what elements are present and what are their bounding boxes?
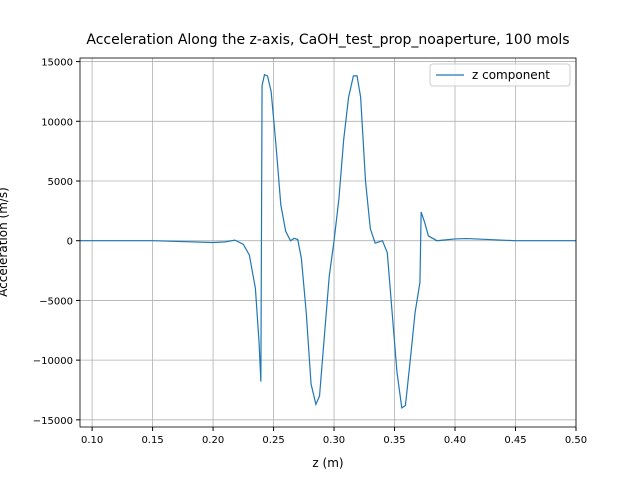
x-tick-label: 0.25 <box>262 435 284 446</box>
x-axis-label: z (m) <box>312 456 343 470</box>
y-axis-label: Acceleration (m/s) <box>0 187 10 297</box>
y-tick-label: 5000 <box>48 177 73 188</box>
y-tick-label: −15000 <box>33 416 73 427</box>
y-tick-label: 15000 <box>41 58 73 69</box>
y-tick-label: 10000 <box>41 117 73 128</box>
legend-box <box>429 63 571 87</box>
plot-frame <box>79 57 577 428</box>
y-tick-label: −10000 <box>33 356 73 367</box>
x-tick-label: 0.10 <box>81 435 103 446</box>
legend-label: z component <box>472 68 550 82</box>
x-tick-label: 0.40 <box>444 435 466 446</box>
x-tick-label: 0.45 <box>504 435 526 446</box>
y-tick-label: −5000 <box>39 296 73 307</box>
x-tick-label: 0.35 <box>383 435 405 446</box>
data-line <box>80 73 576 409</box>
x-tick-label: 0.50 <box>565 435 587 446</box>
x-tick-label: 0.30 <box>323 435 345 446</box>
x-tick-label: 0.15 <box>141 435 163 446</box>
x-tick-label: 0.20 <box>202 435 224 446</box>
chart-title: Acceleration Along the z-axis, CaOH_test… <box>86 32 569 48</box>
y-tick-label: 0 <box>67 237 73 248</box>
